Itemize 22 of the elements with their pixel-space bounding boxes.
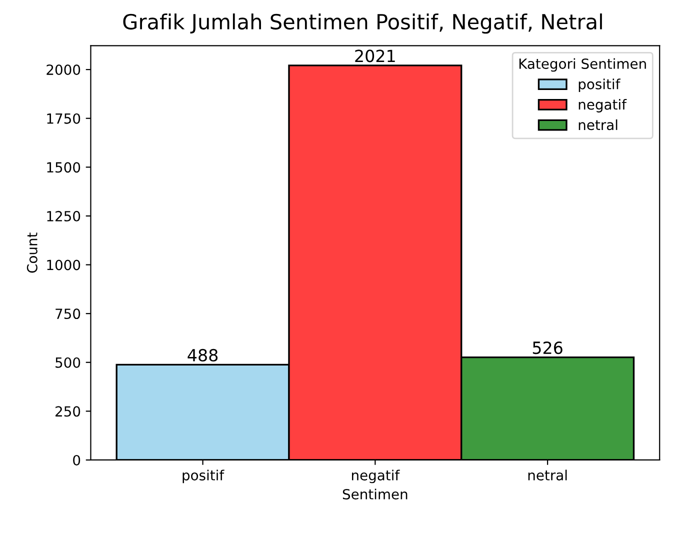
y-tick-label: 1500 — [47, 162, 80, 173]
legend-label: netral — [578, 119, 618, 130]
data-label: 2021 — [355, 50, 395, 62]
legend-label: positif — [578, 78, 620, 92]
y-tick-label: 2000 — [46, 64, 80, 76]
x-tick-label: negatif — [352, 470, 400, 484]
legend-label: negatif — [578, 99, 627, 112]
chart-title: Grafik Jumlah Sentimen Positif, Negatif, Netral — [123, 13, 602, 34]
y-tick-label: 500 — [56, 357, 80, 368]
y-tick-label: 750 — [56, 308, 80, 320]
x-tick-label: positif — [182, 470, 224, 484]
y-axis-title: Count — [26, 232, 38, 273]
data-label: 488 — [188, 348, 218, 362]
y-tick-label: 1000 — [47, 260, 80, 270]
y-tick-label: 250 — [56, 406, 80, 417]
legend-title: Kategori Sentimen — [519, 58, 646, 72]
y-tick-label: 0 — [73, 454, 80, 466]
y-tick-label: 1250 — [47, 210, 80, 222]
x-tick-label: netral — [528, 470, 567, 480]
y-tick-label: 1750 — [47, 113, 80, 124]
data-label: 526 — [532, 341, 562, 354]
x-axis-title: Sentimen — [342, 488, 408, 500]
